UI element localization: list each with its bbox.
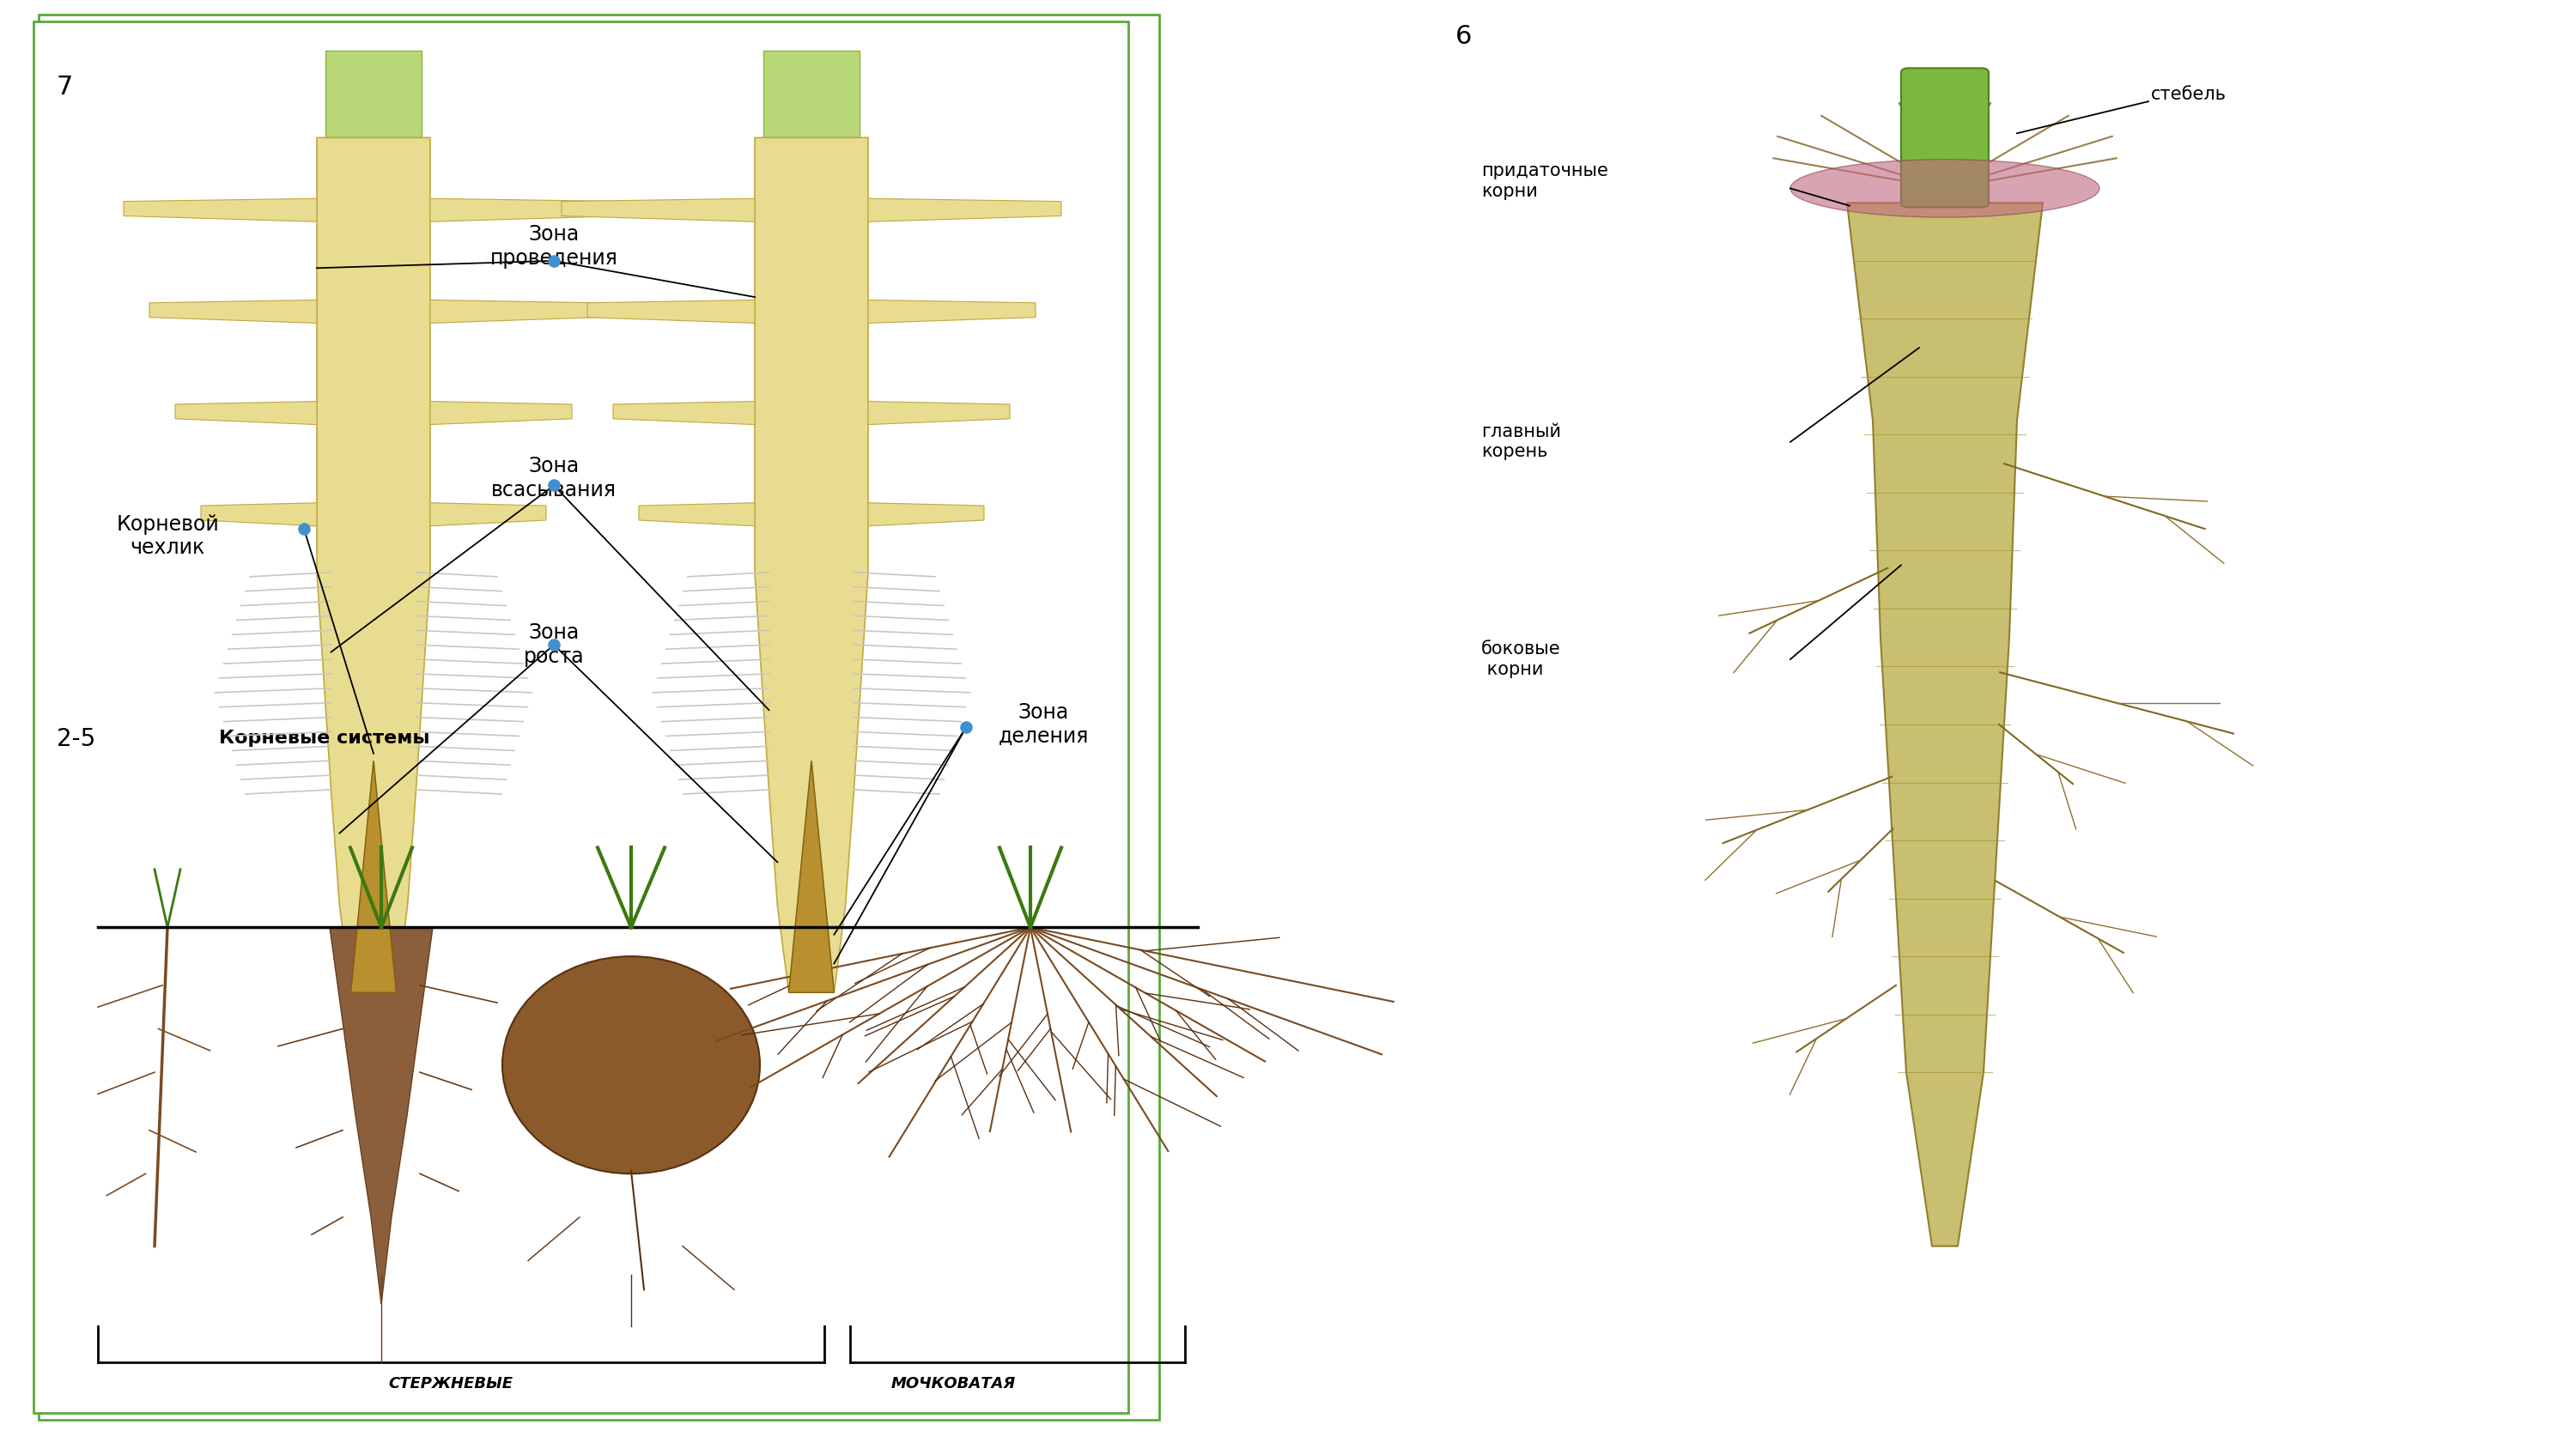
Polygon shape bbox=[201, 503, 317, 526]
Text: Зона
проведения: Зона проведения bbox=[489, 225, 618, 268]
Polygon shape bbox=[317, 138, 430, 993]
Point bbox=[533, 474, 574, 497]
Polygon shape bbox=[124, 199, 317, 222]
Polygon shape bbox=[868, 401, 1010, 425]
Text: 6: 6 bbox=[1455, 23, 1471, 49]
Point bbox=[533, 249, 574, 272]
Text: Зона
роста: Зона роста bbox=[523, 623, 585, 667]
Text: стебель: стебель bbox=[2151, 85, 2226, 103]
Polygon shape bbox=[430, 300, 598, 323]
Text: Зона
всасывания: Зона всасывания bbox=[492, 456, 616, 500]
Text: Корневой
чехлик: Корневой чехлик bbox=[116, 514, 219, 558]
Polygon shape bbox=[788, 761, 835, 993]
Polygon shape bbox=[762, 51, 860, 138]
Text: боковые
 корни: боковые корни bbox=[1481, 640, 1561, 678]
Ellipse shape bbox=[502, 956, 760, 1174]
Polygon shape bbox=[175, 401, 317, 425]
Polygon shape bbox=[149, 300, 317, 323]
Ellipse shape bbox=[1790, 159, 2099, 217]
Point bbox=[945, 716, 987, 739]
Polygon shape bbox=[868, 300, 1036, 323]
Text: 7: 7 bbox=[57, 74, 72, 100]
Text: СТЕРЖНЕВЫЕ: СТЕРЖНЕВЫЕ bbox=[389, 1377, 513, 1391]
Polygon shape bbox=[639, 503, 755, 526]
Text: 2-5: 2-5 bbox=[57, 727, 95, 752]
FancyBboxPatch shape bbox=[1901, 68, 1989, 207]
Text: МОЧКОВАТАЯ: МОЧКОВАТАЯ bbox=[891, 1377, 1015, 1391]
Polygon shape bbox=[755, 138, 868, 993]
Polygon shape bbox=[868, 199, 1061, 222]
Point bbox=[533, 633, 574, 656]
Polygon shape bbox=[430, 401, 572, 425]
Polygon shape bbox=[562, 199, 755, 222]
Text: главный
корень: главный корень bbox=[1481, 423, 1561, 461]
Polygon shape bbox=[1847, 203, 2043, 1246]
Point bbox=[283, 517, 325, 540]
Polygon shape bbox=[430, 503, 546, 526]
Polygon shape bbox=[430, 199, 623, 222]
Polygon shape bbox=[330, 927, 433, 1304]
Polygon shape bbox=[587, 300, 755, 323]
Text: Корневые системы: Корневые системы bbox=[219, 730, 430, 746]
Polygon shape bbox=[350, 761, 397, 993]
Polygon shape bbox=[325, 51, 422, 138]
Text: придаточные
корни: придаточные корни bbox=[1481, 162, 1607, 200]
Polygon shape bbox=[868, 503, 984, 526]
Text: Зона
деления: Зона деления bbox=[997, 703, 1090, 746]
FancyBboxPatch shape bbox=[33, 22, 1128, 1413]
Polygon shape bbox=[613, 401, 755, 425]
